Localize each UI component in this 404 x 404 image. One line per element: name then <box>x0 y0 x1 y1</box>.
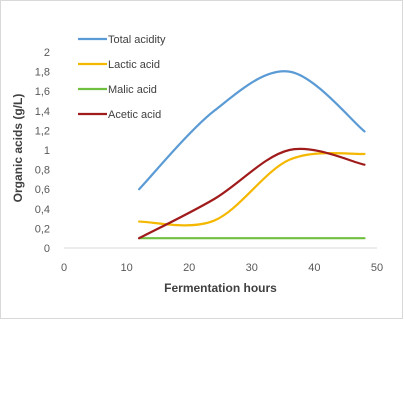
legend: Total acidity Lactic acid Malic acid Acetic… <box>78 34 166 121</box>
x-tick-label: 0 <box>61 262 67 274</box>
x-tick-label: 40 <box>308 262 320 274</box>
y-axis-title: Organic acids (g/L) <box>11 94 25 203</box>
legend-label: Lactic acid <box>108 59 160 71</box>
y-tick-label: 0,4 <box>35 204 50 216</box>
chart-frame <box>0 0 403 319</box>
x-tick-label: 30 <box>246 262 258 274</box>
legend-label: Malic acid <box>108 84 157 96</box>
y-axis-ticks: 0 0,2 0,4 0,6 0,8 1 1,2 1,4 1,6 1,8 2 <box>35 47 50 255</box>
y-tick-label: 1,6 <box>35 86 50 98</box>
series-line-acetic-acid <box>138 147 366 240</box>
y-tick-label: 1 <box>44 145 50 157</box>
y-tick-label: 1,4 <box>35 106 50 118</box>
line-chart: 00,20,40,60,811,21,41,61,82 0 10 20 30 40 50 … <box>11 34 383 295</box>
series-lines <box>138 70 366 240</box>
x-tick-label: 10 <box>120 262 132 274</box>
y-tick-label: 0 <box>44 243 50 255</box>
series-line-lactic-acid <box>138 151 366 227</box>
y-tick-label: 0,8 <box>35 165 50 177</box>
x-tick-label: 50 <box>371 262 383 274</box>
legend-label: Total acidity <box>108 34 166 46</box>
x-axis-title: Fermentation hours <box>164 281 277 295</box>
y-tick-label: 1,8 <box>35 67 50 79</box>
x-axis-ticks: 0 10 20 30 40 50 <box>61 262 383 274</box>
y-tick-label: 0,2 <box>35 223 50 235</box>
y-tick-label: 1,2 <box>35 125 50 137</box>
y-tick-label: 2 <box>44 47 50 59</box>
legend-label: Acetic acid <box>108 109 161 121</box>
y-tick-label: 0,6 <box>35 184 50 196</box>
series-line-total-acidity <box>138 70 366 191</box>
x-tick-label: 20 <box>183 262 195 274</box>
